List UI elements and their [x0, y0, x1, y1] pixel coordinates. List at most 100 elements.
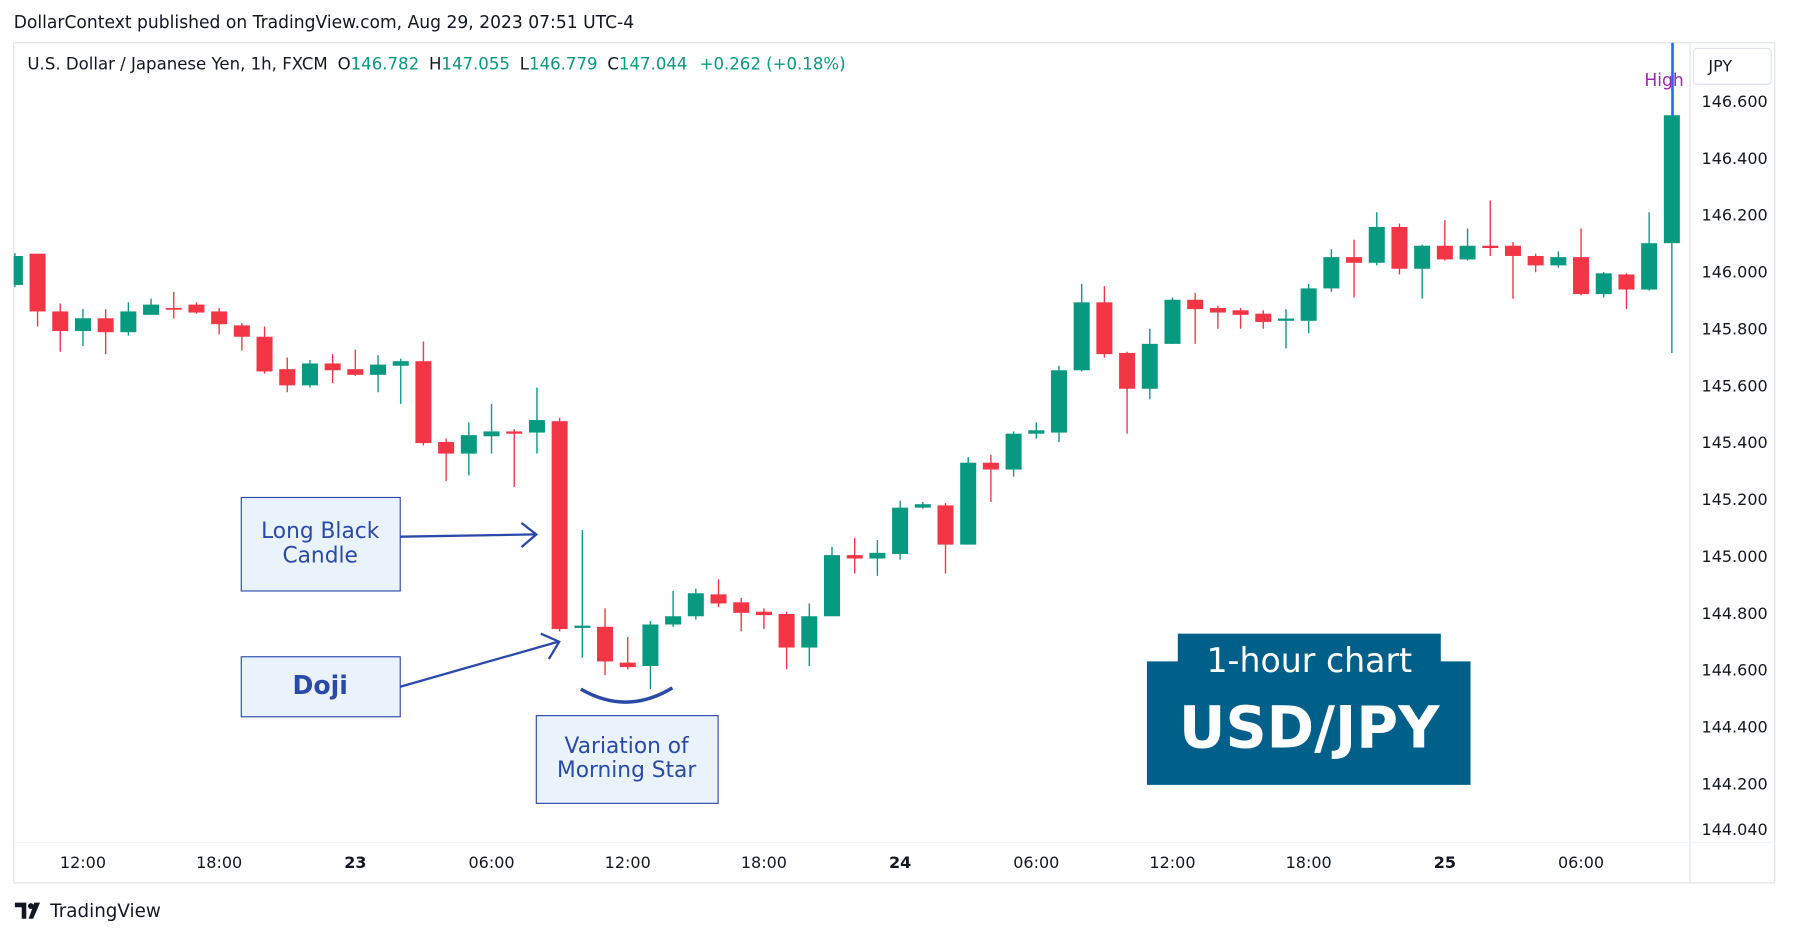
candle-body [937, 505, 954, 545]
candle-body [1119, 352, 1136, 389]
candle-body [1255, 313, 1272, 322]
annotation: Long Black Candle [261, 519, 380, 568]
candle-body [460, 435, 477, 454]
candle-body [1277, 318, 1294, 321]
annotation-box [535, 715, 719, 804]
candle-body [324, 363, 341, 371]
candle-body [29, 253, 46, 312]
candle-body [1096, 302, 1113, 355]
annotation-line: Long Black [261, 519, 380, 544]
y-tick-label: 145.800 [1702, 319, 1768, 338]
candle-body [982, 462, 999, 470]
candle-body [619, 662, 636, 668]
x-tick-label: 06:00 [468, 853, 514, 872]
candle-body [1005, 433, 1022, 470]
candle-body [392, 361, 409, 366]
y-tick-label: 145.200 [1702, 490, 1768, 509]
x-tick-label: 24 [889, 853, 911, 872]
candle-body [1141, 343, 1158, 389]
arrow-head [540, 632, 561, 660]
y-tick-label: 145.400 [1702, 433, 1768, 452]
candle-body [869, 552, 886, 559]
candle-body [801, 616, 818, 648]
candle-body [13, 255, 23, 285]
candle-body [1050, 370, 1067, 433]
x-tick-label: 06:00 [1013, 853, 1059, 872]
candle-body [687, 593, 704, 617]
x-tick-label: 12:00 [605, 853, 651, 872]
candle-body [1187, 299, 1204, 310]
high-value: 147.055 [441, 54, 510, 73]
candle-body [438, 441, 455, 454]
badge-text: 1-hour chart [1206, 641, 1412, 680]
candle-body [120, 311, 137, 333]
y-tick-label: 146.000 [1702, 262, 1768, 281]
annotation-box [240, 496, 401, 592]
low-value: 146.779 [529, 54, 598, 73]
high-marker: High [1644, 71, 1683, 91]
low-label: L [520, 54, 530, 73]
open-label: O [338, 54, 351, 73]
candle-body [1300, 288, 1317, 321]
candle-body [1459, 245, 1476, 260]
candle-body [211, 311, 228, 325]
currency[interactable]: JPY [1707, 56, 1732, 75]
candle-body [1504, 245, 1521, 256]
y-tick-label: 144.600 [1702, 661, 1768, 680]
candle-body [960, 462, 977, 545]
candle-body [1028, 430, 1045, 434]
candle-body [1482, 245, 1499, 249]
candle-body [1595, 273, 1612, 295]
candle-body [755, 611, 772, 616]
candle-body [1573, 257, 1590, 295]
y-tick-label: 146.200 [1702, 206, 1768, 225]
candle-body [415, 361, 432, 444]
x-tick-label: 18:00 [1286, 853, 1332, 872]
close-value: 147.044 [619, 54, 688, 73]
candle-body [1368, 226, 1385, 263]
x-tick-label: 18:00 [741, 853, 787, 872]
pattern-arc [580, 686, 674, 704]
annotation: Variation of [565, 734, 690, 759]
arrow [400, 533, 536, 538]
y-tick-label: 144.040 [1702, 820, 1768, 839]
candle-body [1346, 257, 1363, 263]
currency-box[interactable] [1692, 47, 1772, 85]
candle-body [574, 625, 591, 628]
annotation-line: Candle [282, 543, 357, 568]
y-tick-label: 146.600 [1702, 92, 1768, 111]
badge-title: USD/JPY [1179, 694, 1441, 761]
tv-logo [14, 902, 41, 919]
ohlc-legend: U.S. Dollar / Japanese Yen, 1h, FXCM O14… [27, 54, 845, 73]
arrow [399, 640, 559, 688]
candle-body [778, 613, 795, 648]
y-tick-label: 144.800 [1702, 604, 1768, 623]
candle-body [143, 304, 160, 315]
candle-body [824, 555, 841, 617]
candle-body [1391, 226, 1408, 269]
candle-body [74, 318, 91, 332]
candle-body [710, 594, 727, 604]
candles [13, 42, 1680, 690]
candle-body [665, 616, 682, 625]
open-value: 146.782 [351, 54, 420, 73]
candle-body [1414, 245, 1431, 269]
x-axis: 12:00 18:00 23 06:00 12:00 18:00 24 06:00 12:00 1… [60, 853, 1604, 872]
annotation-box [240, 656, 401, 718]
high-label: H [429, 54, 441, 73]
candle-body [506, 431, 523, 434]
symbol: U.S. Dollar / Japanese Yen, 1h, FXCM [27, 54, 327, 73]
candle-body [1618, 274, 1635, 290]
change: +0.262 (+0.18%) [700, 54, 846, 73]
candle-body [1209, 308, 1226, 313]
y-tick-label: 146.400 [1702, 149, 1768, 168]
candle-body [483, 431, 500, 437]
candle-body [165, 308, 182, 310]
candle-body [1323, 257, 1340, 289]
x-tick-label: 25 [1434, 853, 1456, 872]
candle-body [279, 369, 296, 386]
candle-body [347, 369, 364, 375]
candle-body [846, 555, 863, 559]
